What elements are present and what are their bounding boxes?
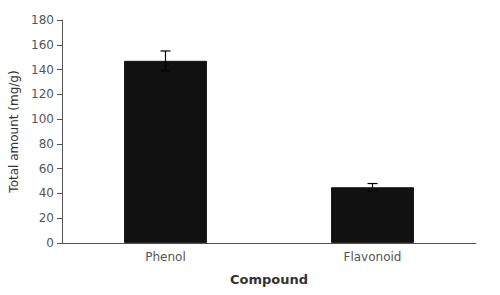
svg-text:60: 60 <box>39 162 54 176</box>
svg-text:40: 40 <box>39 186 54 200</box>
svg-text:Flavonoid: Flavonoid <box>344 250 402 264</box>
svg-text:160: 160 <box>31 38 54 52</box>
svg-text:20: 20 <box>39 211 54 225</box>
svg-text:140: 140 <box>31 63 54 77</box>
svg-text:80: 80 <box>39 137 54 151</box>
svg-text:120: 120 <box>31 87 54 101</box>
svg-text:0: 0 <box>46 236 54 250</box>
svg-text:Total amount (mg/g): Total amount (mg/g) <box>7 70 21 193</box>
svg-text:Phenol: Phenol <box>145 250 186 264</box>
svg-text:Compound: Compound <box>230 272 308 287</box>
svg-text:100: 100 <box>31 112 54 126</box>
svg-text:180: 180 <box>31 13 54 27</box>
